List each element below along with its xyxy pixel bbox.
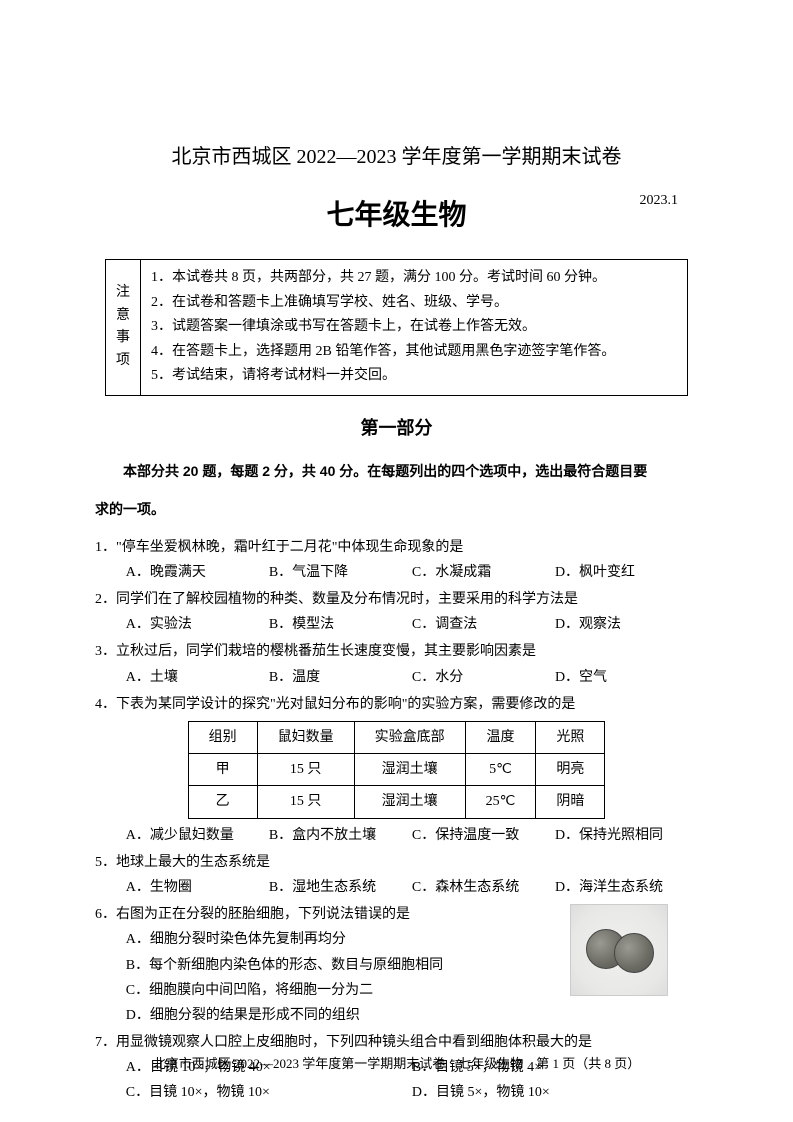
- q5-opt-d: D．海洋生态系统: [555, 875, 698, 900]
- th: 组别: [188, 722, 257, 754]
- table-row: 甲 15 只 湿润土壤 5℃ 明亮: [188, 754, 605, 786]
- cell-shape: [614, 933, 654, 973]
- q2-options: A．实验法 B．模型法 C．调查法 D．观察法: [95, 612, 698, 637]
- td: 15 只: [257, 786, 354, 818]
- intro-line1: 本部分共 20 题，每题 2 分，共 40 分。在每题列出的四个选项中，选出最符…: [123, 463, 647, 479]
- q5-opt-c: C．森林生态系统: [412, 875, 555, 900]
- q2-stem: 2．同学们在了解校园植物的种类、数量及分布情况时，主要采用的科学方法是: [95, 587, 698, 612]
- notice-char: 事: [116, 327, 130, 349]
- exam-title: 北京市西城区 2022—2023 学年度第一学期期末试卷: [95, 140, 698, 169]
- q5-opt-b: B．湿地生态系统: [269, 875, 412, 900]
- q4-opt-b: B．盒内不放土壤: [269, 823, 412, 848]
- q4-opt-c: C．保持温度一致: [412, 823, 555, 848]
- th: 实验盒底部: [354, 722, 465, 754]
- th: 温度: [465, 722, 536, 754]
- th: 光照: [536, 722, 605, 754]
- table-row: 组别 鼠妇数量 实验盒底部 温度 光照: [188, 722, 605, 754]
- notice-item: 3．试题答案一律填涂或书写在答题卡上，在试卷上作答无效。: [151, 315, 677, 340]
- q1-opt-d: D．枫叶变红: [555, 560, 698, 585]
- notice-item: 2．在试卷和答题卡上准确填写学校、姓名、班级、学号。: [151, 291, 677, 316]
- q3-opt-a: A．土壤: [126, 665, 269, 690]
- question-2: 2．同学们在了解校园植物的种类、数量及分布情况时，主要采用的科学方法是 A．实验…: [95, 587, 698, 637]
- td: 15 只: [257, 754, 354, 786]
- td: 阴暗: [536, 786, 605, 818]
- q1-opt-a: A．晚霞满天: [126, 560, 269, 585]
- table-row: 乙 15 只 湿润土壤 25℃ 阴暗: [188, 786, 605, 818]
- q3-opt-b: B．温度: [269, 665, 412, 690]
- notice-item: 4．在答题卡上，选择题用 2B 铅笔作答，其他试题用黑色字迹签字笔作答。: [151, 340, 677, 365]
- section-intro-2: 求的一项。: [95, 496, 698, 525]
- q4-options: A．减少鼠妇数量 B．盒内不放土壤 C．保持温度一致 D．保持光照相同: [95, 823, 698, 848]
- td: 乙: [188, 786, 257, 818]
- q1-stem: 1．"停车坐爱枫林晚，霜叶红于二月花"中体现生命现象的是: [95, 535, 698, 560]
- q3-stem: 3．立秋过后，同学们栽培的樱桃番茄生长速度变慢，其主要影响因素是: [95, 639, 698, 664]
- q2-opt-d: D．观察法: [555, 612, 698, 637]
- notice-char: 意: [116, 305, 130, 327]
- q2-opt-c: C．调查法: [412, 612, 555, 637]
- question-3: 3．立秋过后，同学们栽培的樱桃番茄生长速度变慢，其主要影响因素是 A．土壤 B．…: [95, 639, 698, 689]
- notice-label: 注 意 事 项: [106, 260, 141, 395]
- q7-stem: 7．用显微镜观察人口腔上皮细胞时，下列四种镜头组合中看到细胞体积最大的是: [95, 1030, 698, 1055]
- q7-opt-c: C．目镜 10×，物镜 10×: [126, 1080, 412, 1105]
- section-intro: 本部分共 20 题，每题 2 分，共 40 分。在每题列出的四个选项中，选出最符…: [95, 458, 698, 487]
- q5-stem: 5．地球上最大的生态系统是: [95, 850, 698, 875]
- q3-opt-d: D．空气: [555, 665, 698, 690]
- td: 明亮: [536, 754, 605, 786]
- q4-table: 组别 鼠妇数量 实验盒底部 温度 光照 甲 15 只 湿润土壤 5℃ 明亮 乙 …: [188, 721, 606, 819]
- q4-opt-d: D．保持光照相同: [555, 823, 698, 848]
- notice-content: 1．本试卷共 8 页，共两部分，共 27 题，满分 100 分。考试时间 60 …: [141, 260, 687, 395]
- question-1: 1．"停车坐爱枫林晚，霜叶红于二月花"中体现生命现象的是 A．晚霞满天 B．气温…: [95, 535, 698, 585]
- notice-char: 注: [116, 282, 130, 304]
- td: 湿润土壤: [354, 786, 465, 818]
- th: 鼠妇数量: [257, 722, 354, 754]
- q7-opt-d: D．目镜 5×，物镜 10×: [412, 1080, 698, 1105]
- notice-box: 注 意 事 项 1．本试卷共 8 页，共两部分，共 27 题，满分 100 分。…: [105, 259, 688, 396]
- q6-opt-d: D．细胞分裂的结果是形成不同的组织: [126, 1003, 698, 1028]
- q1-options: A．晚霞满天 B．气温下降 C．水凝成霜 D．枫叶变红: [95, 560, 698, 585]
- page-footer: 北京市西城区 2022—2023 学年度第一学期期末试卷 七年级生物 第 1 页…: [0, 1053, 793, 1072]
- cells-icon: [584, 923, 654, 977]
- td: 湿润土壤: [354, 754, 465, 786]
- q1-opt-b: B．气温下降: [269, 560, 412, 585]
- td: 5℃: [465, 754, 536, 786]
- subject-row: 七年级生物 2023.1: [95, 193, 698, 233]
- td: 甲: [188, 754, 257, 786]
- q1-opt-c: C．水凝成霜: [412, 560, 555, 585]
- q2-opt-a: A．实验法: [126, 612, 269, 637]
- q2-opt-b: B．模型法: [269, 612, 412, 637]
- exam-date: 2023.1: [640, 193, 679, 209]
- q3-options: A．土壤 B．温度 C．水分 D．空气: [95, 665, 698, 690]
- question-4: 4．下表为某同学设计的探究"光对鼠妇分布的影响"的实验方案，需要修改的是 组别 …: [95, 692, 698, 848]
- q4-stem: 4．下表为某同学设计的探究"光对鼠妇分布的影响"的实验方案，需要修改的是: [95, 692, 698, 717]
- q3-opt-c: C．水分: [412, 665, 555, 690]
- td: 25℃: [465, 786, 536, 818]
- notice-item: 5．考试结束，请将考试材料一并交回。: [151, 364, 677, 389]
- embryo-cell-image: [570, 904, 668, 996]
- intro-line2: 求的一项。: [95, 501, 165, 517]
- question-5: 5．地球上最大的生态系统是 A．生物圈 B．湿地生态系统 C．森林生态系统 D．…: [95, 850, 698, 900]
- q5-options: A．生物圈 B．湿地生态系统 C．森林生态系统 D．海洋生态系统: [95, 875, 698, 900]
- question-6: 6．右图为正在分裂的胚胎细胞，下列说法错误的是 A．细胞分裂时染色体先复制再均分…: [95, 902, 698, 1028]
- q4-opt-a: A．减少鼠妇数量: [126, 823, 269, 848]
- subject: 七年级生物: [326, 193, 466, 233]
- notice-item: 1．本试卷共 8 页，共两部分，共 27 题，满分 100 分。考试时间 60 …: [151, 266, 677, 291]
- q5-opt-a: A．生物圈: [126, 875, 269, 900]
- notice-char: 项: [116, 350, 130, 372]
- section-title: 第一部分: [95, 414, 698, 440]
